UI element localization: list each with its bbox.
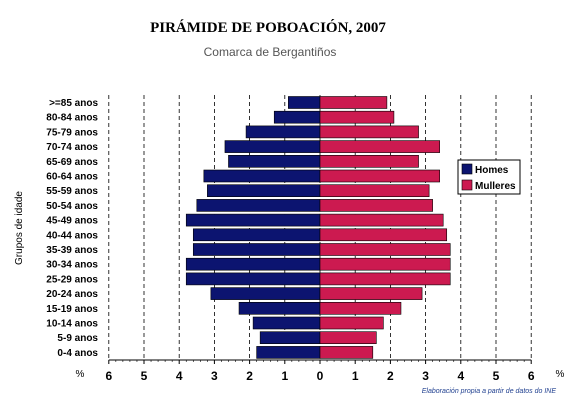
x-tick-label: 6: [528, 369, 535, 383]
category-label: 25-29 anos: [46, 274, 98, 285]
bar-homes: [259, 331, 321, 345]
bar-mulleres: [319, 346, 374, 359]
bar-mulleres: [319, 155, 419, 168]
bar-homes: [210, 287, 321, 300]
bar-mulleres: [319, 301, 402, 315]
bar-homes: [252, 316, 321, 330]
category-label: 55-59 anos: [46, 186, 98, 197]
category-label: 75-79 anos: [46, 127, 98, 138]
x-tick-label: 4: [176, 369, 183, 383]
x-tick-label: 3: [422, 369, 429, 383]
bar-mulleres: [319, 110, 395, 124]
legend-swatch-mulleres: [461, 179, 473, 191]
x-tick-label: 4: [457, 369, 464, 383]
category-label: 0-4 anos: [57, 348, 98, 359]
x-tick-label: 5: [141, 369, 148, 383]
legend-swatch-homes: [461, 163, 473, 175]
bar-homes: [196, 199, 321, 212]
bar-mulleres: [319, 140, 440, 153]
bar-mulleres: [319, 213, 444, 227]
bar-homes: [228, 155, 321, 168]
category-labels: >=85 anos 80-84 anos 75-79 anos 70-74 anos 6…: [46, 98, 98, 359]
bar-mulleres: [319, 169, 440, 183]
chart-title: PIRÁMIDE DE POBOACIÓN, 2007: [150, 19, 386, 36]
bar-homes: [185, 272, 321, 286]
x-axis: 6 5 4 3 2 1 0 1 2 3 4 5 6: [105, 359, 535, 383]
x-tick-label: 6: [105, 369, 112, 383]
category-label: >=85 anos: [49, 98, 98, 109]
category-label: 5-9 anos: [57, 333, 98, 344]
bar-homes: [203, 169, 321, 183]
bar-mulleres: [319, 331, 377, 345]
bar-mulleres: [319, 228, 448, 242]
category-label: 50-54 anos: [46, 201, 98, 212]
bar-mulleres: [319, 243, 451, 256]
bar-mulleres: [319, 184, 430, 197]
x-tick-label: 1: [352, 369, 359, 383]
legend: Homes Mulleres: [457, 159, 521, 195]
category-label: 30-34 anos: [46, 260, 98, 271]
bar-homes: [256, 346, 321, 359]
bar-homes: [245, 125, 321, 139]
source-note: Elaboración propia a partir de datos do …: [422, 388, 557, 395]
bar-mulleres: [319, 257, 451, 271]
category-label: 35-39 anos: [46, 245, 98, 256]
category-label: 60-64 anos: [46, 172, 98, 183]
bar-mulleres: [319, 199, 433, 212]
bar-homes: [185, 213, 321, 227]
bars: [185, 96, 451, 359]
category-label: 70-74 anos: [46, 142, 98, 153]
legend-label-homes: Homes: [475, 165, 509, 176]
bar-mulleres: [319, 96, 388, 109]
x-tick-label: 1: [281, 369, 288, 383]
bar-homes: [207, 184, 321, 197]
x-tick-label: 5: [493, 369, 500, 383]
bar-mulleres: [319, 316, 384, 330]
category-label: 40-44 anos: [46, 230, 98, 241]
category-label: 10-14 anos: [46, 319, 98, 330]
legend-label-mulleres: Mulleres: [475, 181, 516, 192]
bar-homes: [185, 257, 321, 271]
category-label: 45-49 anos: [46, 216, 98, 227]
x-tick-label: 2: [387, 369, 394, 383]
category-label: 15-19 anos: [46, 304, 98, 315]
x-tick-label: 3: [211, 369, 218, 383]
bar-homes: [192, 243, 321, 256]
bar-homes: [192, 228, 321, 242]
x-tick-label: 0: [317, 369, 324, 383]
category-label: 80-84 anos: [46, 113, 98, 124]
bar-homes: [273, 110, 321, 124]
grid-lines: [108, 95, 532, 360]
x-unit-label-right: %: [556, 369, 565, 380]
category-label: 20-24 anos: [46, 289, 98, 300]
chart-subtitle: Comarca de Bergantiños: [204, 45, 337, 59]
x-unit-label-left: %: [76, 369, 85, 380]
bar-mulleres: [319, 272, 451, 286]
bar-mulleres: [319, 125, 419, 139]
y-axis-label: Grupos de idade: [14, 191, 25, 265]
category-label: 65-69 anos: [46, 157, 98, 168]
bar-homes: [224, 140, 321, 153]
bar-homes: [288, 96, 321, 109]
bar-homes: [238, 301, 321, 315]
bar-mulleres: [319, 287, 423, 300]
x-tick-label: 2: [246, 369, 253, 383]
